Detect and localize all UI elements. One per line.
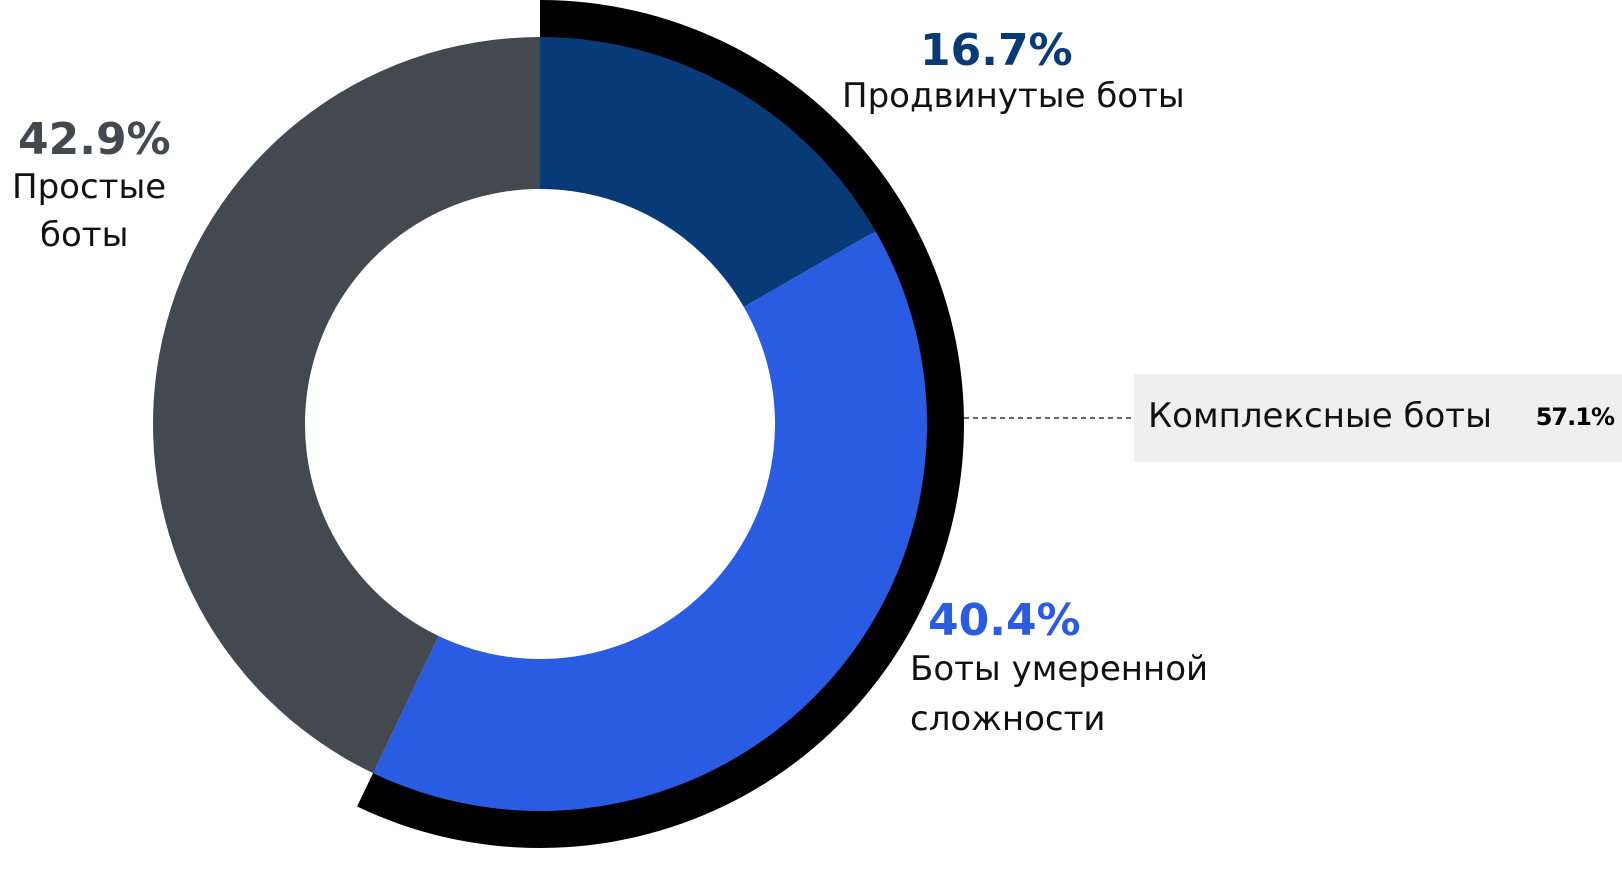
callout-complex-pct: 57.1% [1535, 403, 1615, 431]
label-simple-pct: 42.9% [18, 114, 171, 165]
label-simple-name-line2: боты [40, 215, 129, 255]
label-advanced-pct: 16.7% [920, 25, 1073, 76]
label-simple-name-line1: Простые [12, 167, 167, 207]
callout-complex-name: Комплексные боты [1148, 396, 1492, 436]
label-advanced-name: Продвинутые боты [842, 76, 1185, 116]
label-moderate-name-line2: сложности [910, 699, 1106, 739]
slice-2 [152, 37, 540, 774]
label-moderate-name-line1: Боты умеренной [910, 649, 1209, 689]
slice-0 [540, 37, 876, 307]
callout-complex-bots: Комплексные боты 57.1% [1134, 374, 1622, 462]
slice-1 [373, 231, 928, 811]
label-moderate-pct: 40.4% [928, 595, 1081, 646]
